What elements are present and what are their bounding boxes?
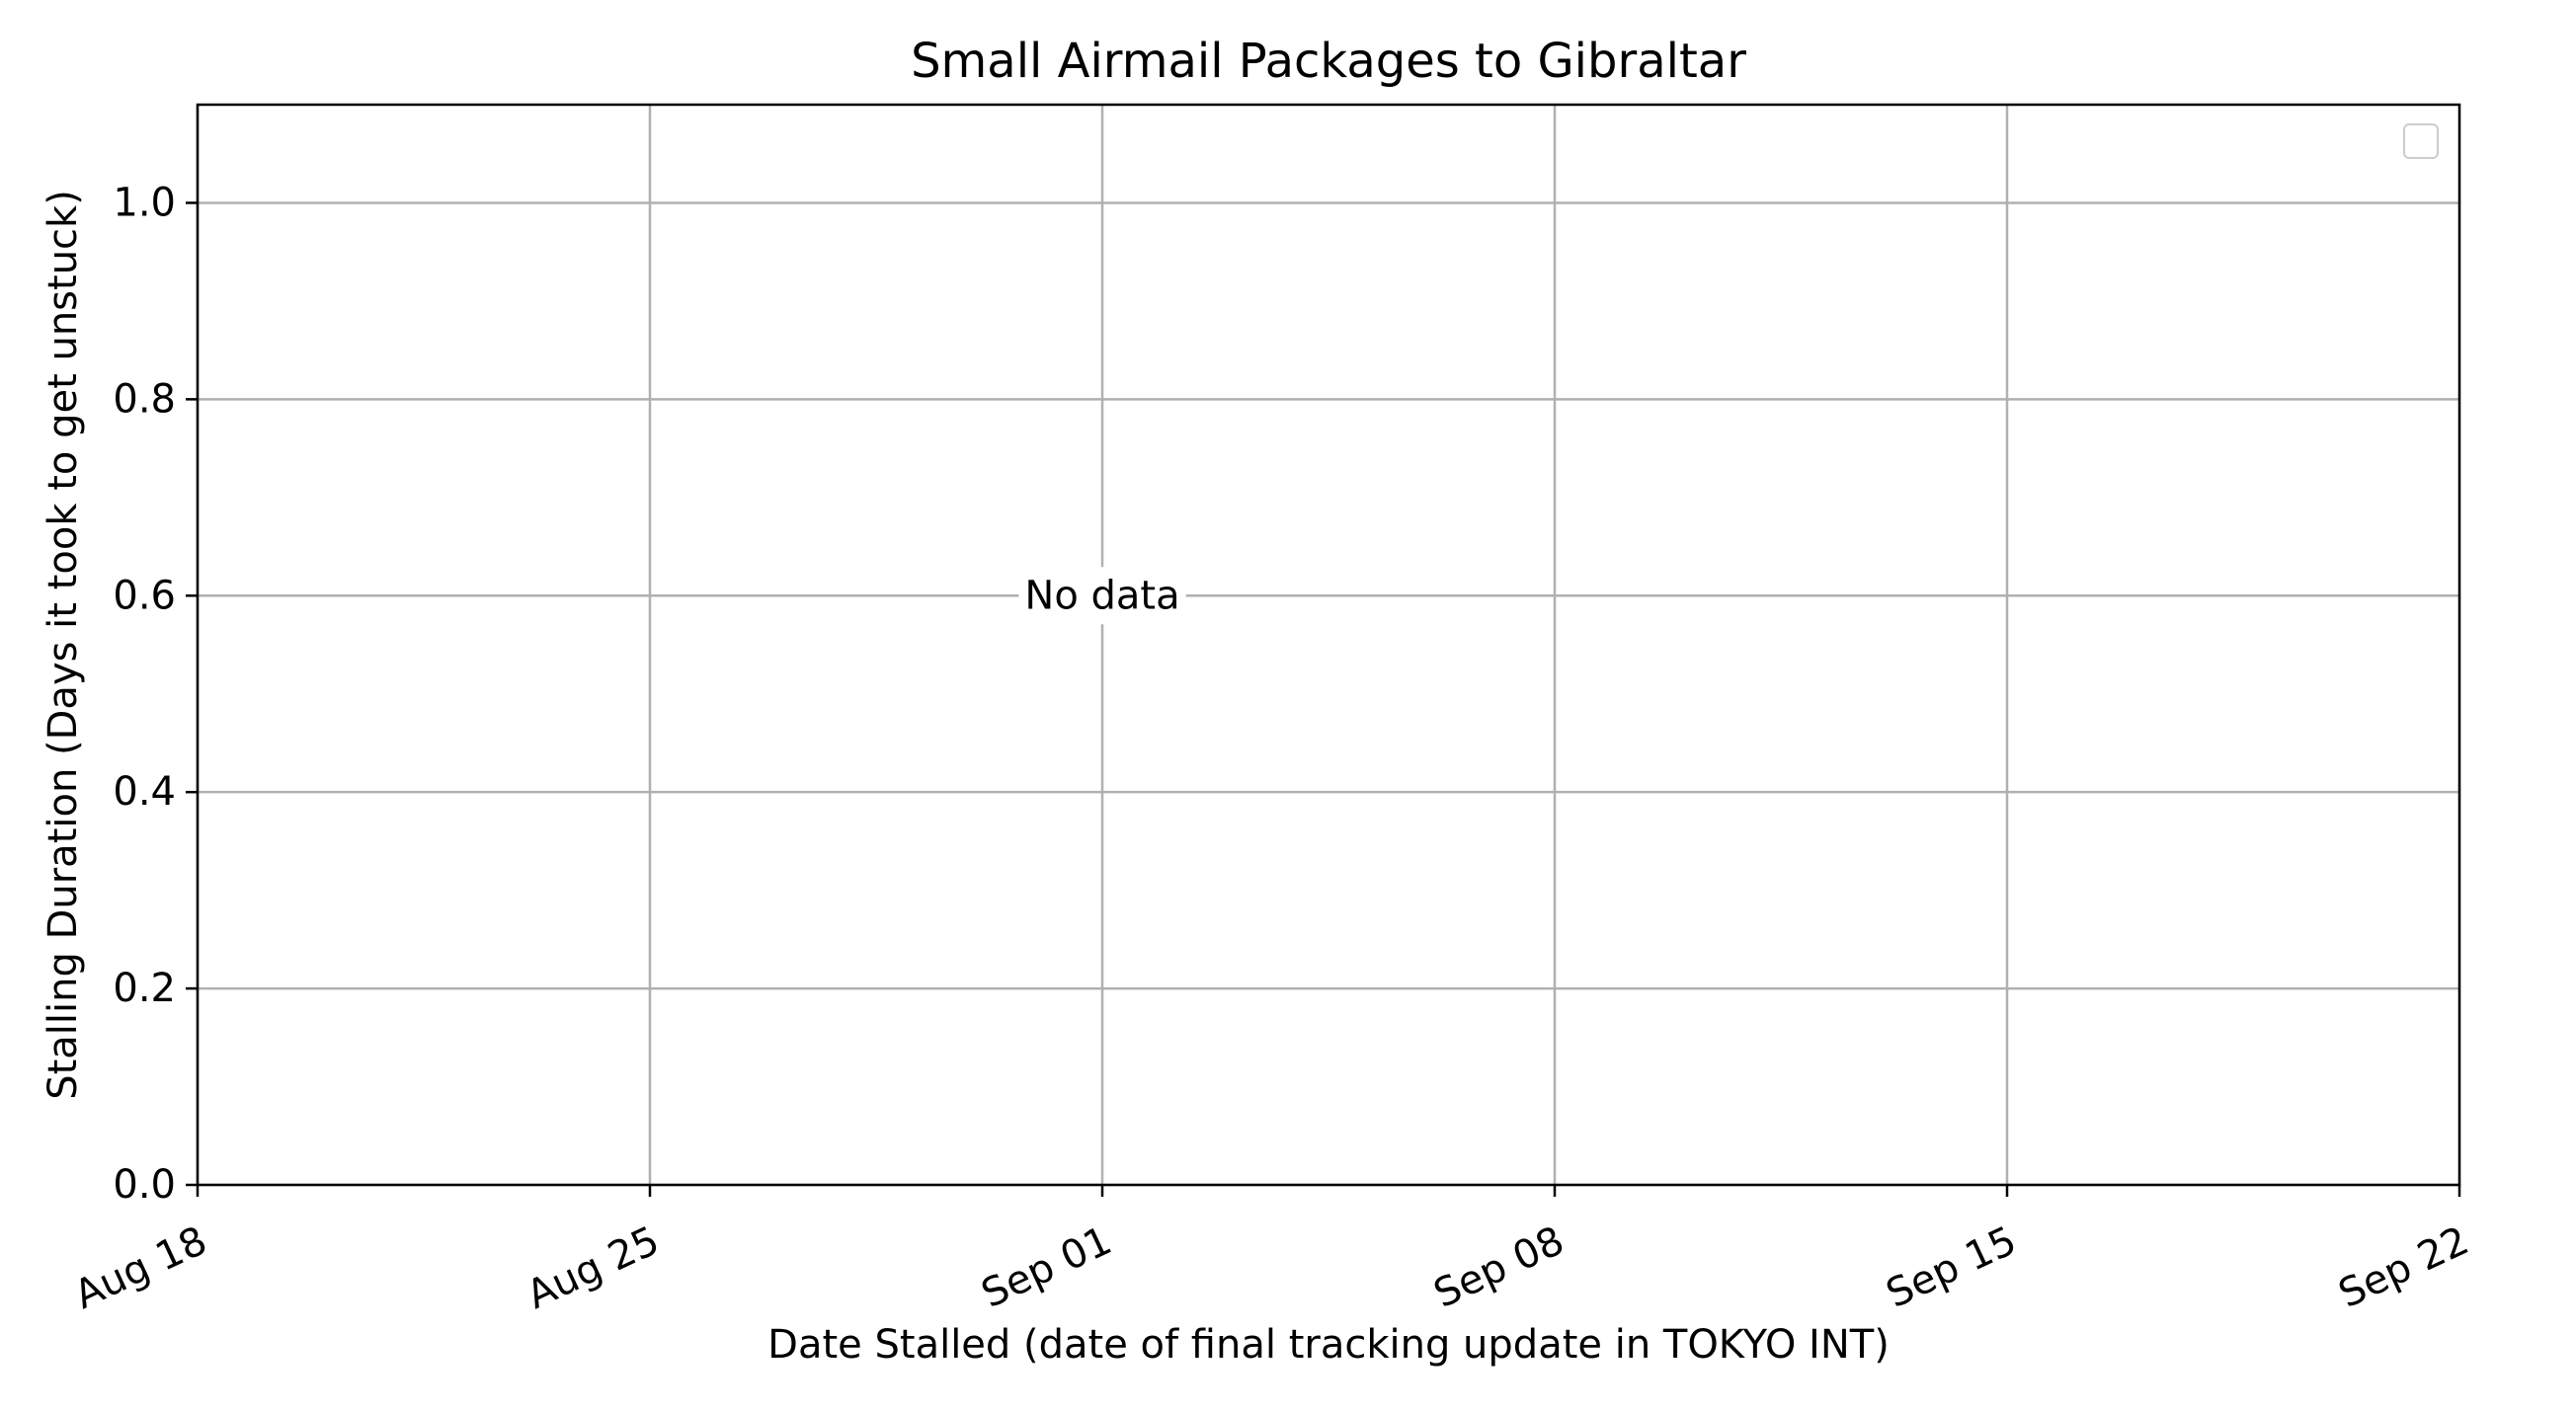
- x-tick-label: Sep 01: [975, 1217, 1118, 1316]
- y-tick-label: 0.6: [113, 573, 176, 618]
- y-tick-label: 0.0: [113, 1162, 176, 1208]
- y-tick-label: 0.2: [113, 966, 176, 1011]
- annotation-background: [1018, 567, 1186, 625]
- no-data-annotation: No data: [1018, 567, 1186, 625]
- x-tick-label: Sep 22: [2332, 1217, 2475, 1316]
- legend-box: [2403, 123, 2439, 159]
- y-tick-label: 1.0: [113, 180, 176, 225]
- x-tick-label: Sep 15: [1880, 1217, 2023, 1316]
- x-tick-label: Aug 18: [68, 1217, 214, 1318]
- ticks: Aug 18 Aug 25 Sep 01 Sep 08 Sep 15 Sep 22 0.0 0…: [68, 180, 2476, 1318]
- x-tick-label: Aug 25: [521, 1217, 667, 1318]
- chart-title: Small Airmail Packages to Gibraltar: [911, 34, 1746, 89]
- annotation-text: No data: [1024, 573, 1179, 618]
- legend: [2403, 123, 2439, 159]
- x-axis-label: Date Stalled (date of final tracking upd…: [767, 1322, 1890, 1368]
- y-tick-label: 0.8: [113, 376, 176, 422]
- grid: [196, 105, 2461, 1187]
- x-tick-label: Sep 08: [1427, 1217, 1570, 1316]
- plot-area-frame: [196, 103, 2461, 1187]
- y-tick-label: 0.4: [113, 769, 176, 815]
- y-axis-label: Stalling Duration (Days it took to get u…: [40, 190, 86, 1100]
